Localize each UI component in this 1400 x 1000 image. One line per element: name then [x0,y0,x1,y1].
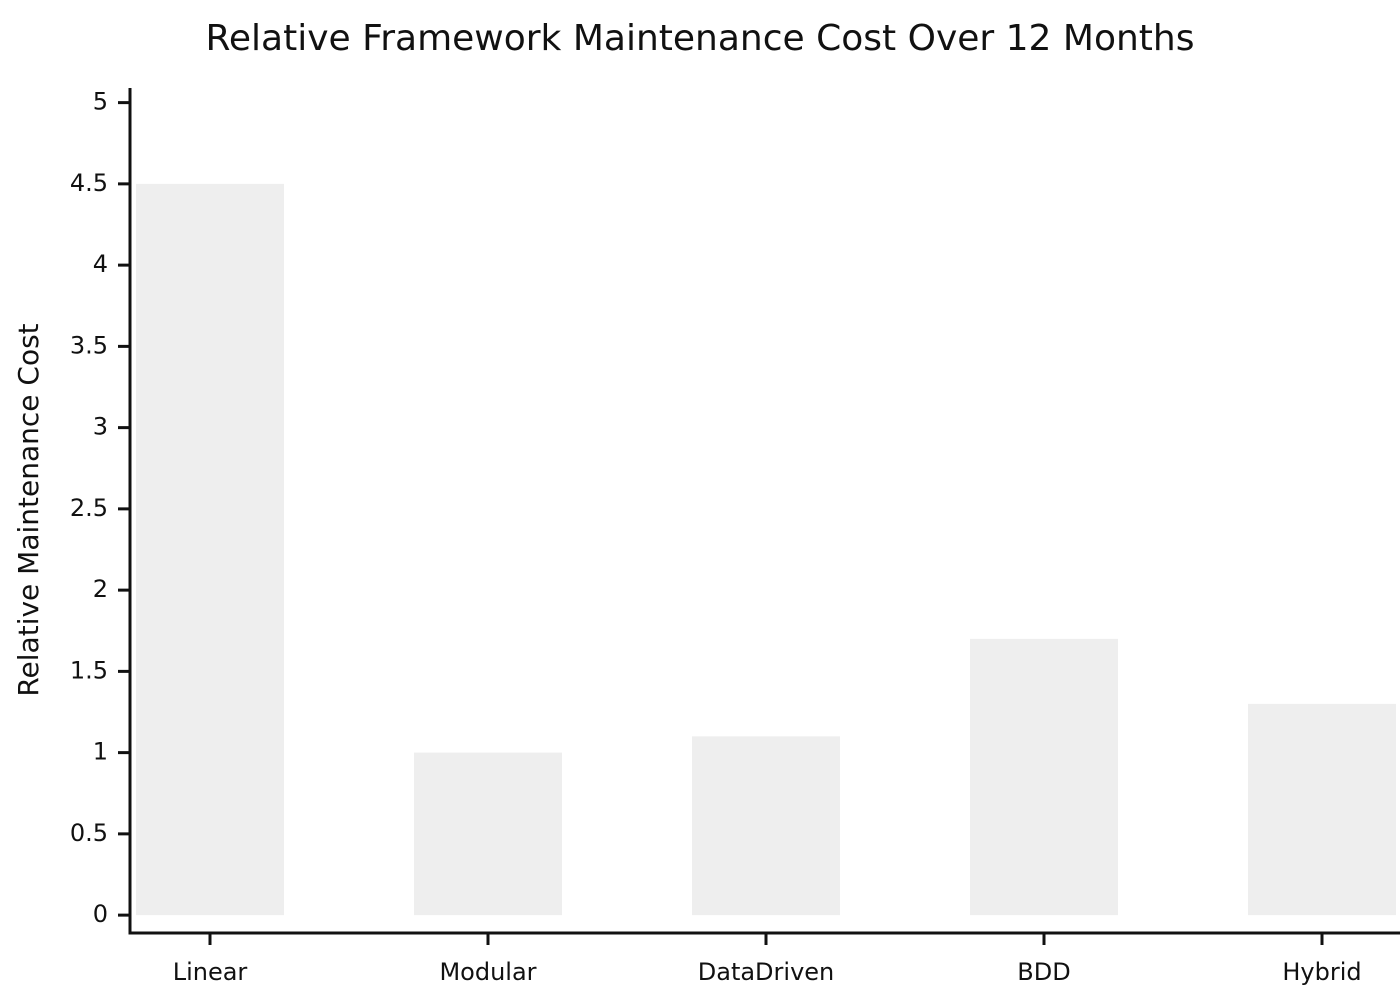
y-tick-label: 5 [93,88,108,116]
y-tick-label: 4 [93,250,108,278]
bar [136,183,284,916]
bar [692,736,840,916]
y-tick-label: 2 [93,575,108,603]
y-tick-label: 1 [93,738,108,766]
bar [414,752,562,916]
bar [970,638,1118,916]
y-tick-label: 3.5 [70,331,108,359]
y-tick-label: 4.5 [70,169,108,197]
x-tick-label: DataDriven [698,958,835,986]
y-tick-label: 2.5 [70,494,108,522]
y-tick-label: 1.5 [70,656,108,684]
chart-title: Relative Framework Maintenance Cost Over… [206,18,1195,59]
x-tick-label: Linear [173,958,248,986]
y-tick-label: 0.5 [70,819,108,847]
y-tick-label: 3 [93,413,108,441]
x-tick-label: Modular [439,958,536,986]
y-tick-label: 0 [93,900,108,928]
x-tick-label: Hybrid [1282,958,1361,986]
bar [1248,703,1396,916]
x-tick-label: BDD [1017,958,1070,986]
y-axis-label: Relative Maintenance Cost [12,323,45,696]
